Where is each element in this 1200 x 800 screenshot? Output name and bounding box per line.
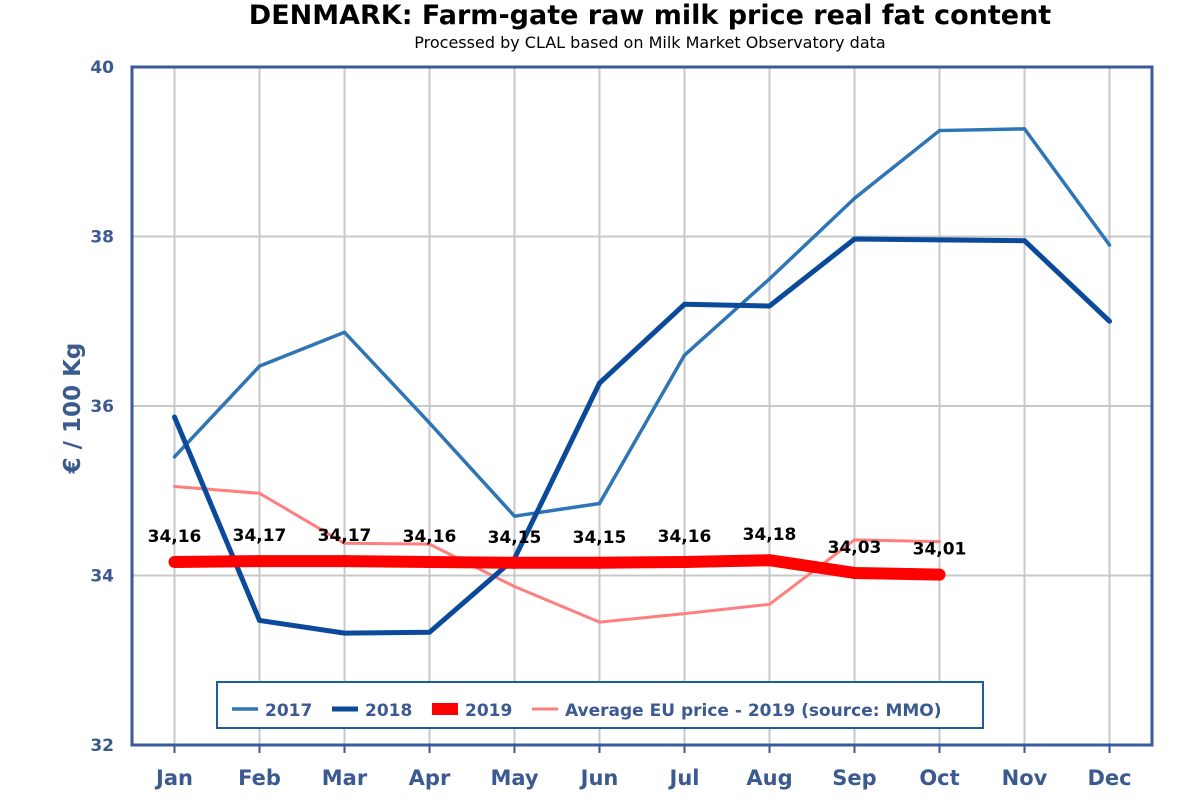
point-2018 <box>1022 238 1027 244</box>
x-tick-label: Feb <box>238 766 281 790</box>
x-tick-label: Aug <box>746 766 792 790</box>
point-2019 <box>593 556 606 569</box>
point-2017 <box>1022 127 1027 131</box>
x-tick-label: Jul <box>668 766 700 790</box>
point-2017 <box>342 330 347 335</box>
point-2017 <box>597 501 602 506</box>
point-2019 <box>848 566 861 579</box>
plot-area-border <box>130 65 1154 747</box>
point-2018 <box>257 617 262 623</box>
y-tick-label: 38 <box>90 228 114 248</box>
data-label-2019: 34,16 <box>658 527 712 547</box>
series-line-2018 <box>172 236 1112 636</box>
point-eu-avg <box>853 538 856 542</box>
axis-ticks: Jan Feb Mar Apr May Jun Jul Aug Sep Oct Nov Dec 32 34… <box>90 58 1131 790</box>
point-2018 <box>342 630 347 636</box>
point-2017 <box>937 128 942 133</box>
point-eu-avg <box>428 542 431 546</box>
y-axis-label: € / 100 Kg <box>60 343 86 475</box>
point-2019 <box>763 554 776 567</box>
data-label-2019: 34,16 <box>148 527 202 547</box>
x-tick-label: Nov <box>1002 766 1048 790</box>
grid <box>132 66 1152 746</box>
data-label-2019: 34,18 <box>743 525 797 545</box>
point-eu-avg <box>513 585 516 589</box>
series-line-eu-avg <box>174 485 940 624</box>
point-2019 <box>678 555 691 568</box>
data-label-2019: 34,15 <box>488 528 542 548</box>
point-2018 <box>682 301 687 307</box>
point-2017 <box>767 277 772 281</box>
legend-label-2019: 2019 <box>465 701 512 721</box>
data-labels: 34,16 34,17 34,17 34,16 34,15 34,15 34,16 34,18… <box>148 525 967 559</box>
point-2018 <box>767 303 772 309</box>
point-2018 <box>172 414 177 420</box>
point-2018 <box>597 380 602 386</box>
point-2017 <box>427 421 432 425</box>
point-2017 <box>1107 243 1112 247</box>
data-label-2019: 34,03 <box>828 538 882 558</box>
y-tick-label: 32 <box>90 736 114 756</box>
x-tick-label: May <box>490 766 538 790</box>
point-2017 <box>172 455 177 459</box>
point-2017 <box>682 353 687 357</box>
y-tick-label: 34 <box>90 567 114 587</box>
point-2019 <box>423 555 436 568</box>
point-2018 <box>427 629 432 635</box>
series-line-2017 <box>173 127 1111 518</box>
point-2019 <box>933 568 946 581</box>
y-tick-label: 40 <box>90 58 114 78</box>
point-2019 <box>508 556 521 569</box>
series-line-2019 <box>174 554 940 581</box>
point-2018 <box>937 237 942 243</box>
point-eu-avg <box>938 540 941 544</box>
legend-label-2018: 2018 <box>365 701 412 721</box>
point-eu-avg <box>598 620 601 624</box>
point-2018 <box>852 236 857 242</box>
y-tick-label: 36 <box>90 397 114 417</box>
data-label-2019: 34,17 <box>233 526 287 546</box>
point-eu-avg <box>683 612 686 616</box>
series-group <box>168 127 1112 636</box>
x-tick-label: Apr <box>409 766 451 790</box>
legend-label-eu-avg: Average EU price - 2019 (source: MMO) <box>565 701 942 721</box>
data-label-2019: 34,16 <box>403 527 457 547</box>
x-tick-label: Oct <box>919 766 959 790</box>
data-label-2019: 34,17 <box>318 526 372 546</box>
x-tick-label: Jun <box>579 766 619 790</box>
x-tick-label: Mar <box>322 766 368 790</box>
point-2017 <box>257 364 262 368</box>
data-label-2019: 34,15 <box>573 528 627 548</box>
point-2017 <box>512 514 517 518</box>
x-tick-label: Dec <box>1087 766 1131 790</box>
legend: 2017 2018 2019 Average EU price - 2019 (sou… <box>216 681 984 729</box>
point-2017 <box>852 196 857 201</box>
x-tick-label: Sep <box>832 766 876 790</box>
chart-subtitle: Processed by CLAL based on Milk Market O… <box>414 33 885 52</box>
legend-box <box>216 681 984 729</box>
point-2019 <box>168 555 181 568</box>
point-eu-avg <box>343 541 346 545</box>
point-2019 <box>253 555 266 568</box>
point-eu-avg <box>768 602 771 606</box>
point-2019 <box>338 555 351 568</box>
chart-title: DENMARK: Farm-gate raw milk price real f… <box>249 0 1052 31</box>
point-eu-avg <box>258 491 261 495</box>
data-label-2019: 34,01 <box>913 540 967 560</box>
x-tick-label: Jan <box>154 766 193 790</box>
legend-label-2017: 2017 <box>265 701 312 721</box>
point-eu-avg <box>173 485 176 489</box>
point-2018 <box>1107 318 1112 324</box>
